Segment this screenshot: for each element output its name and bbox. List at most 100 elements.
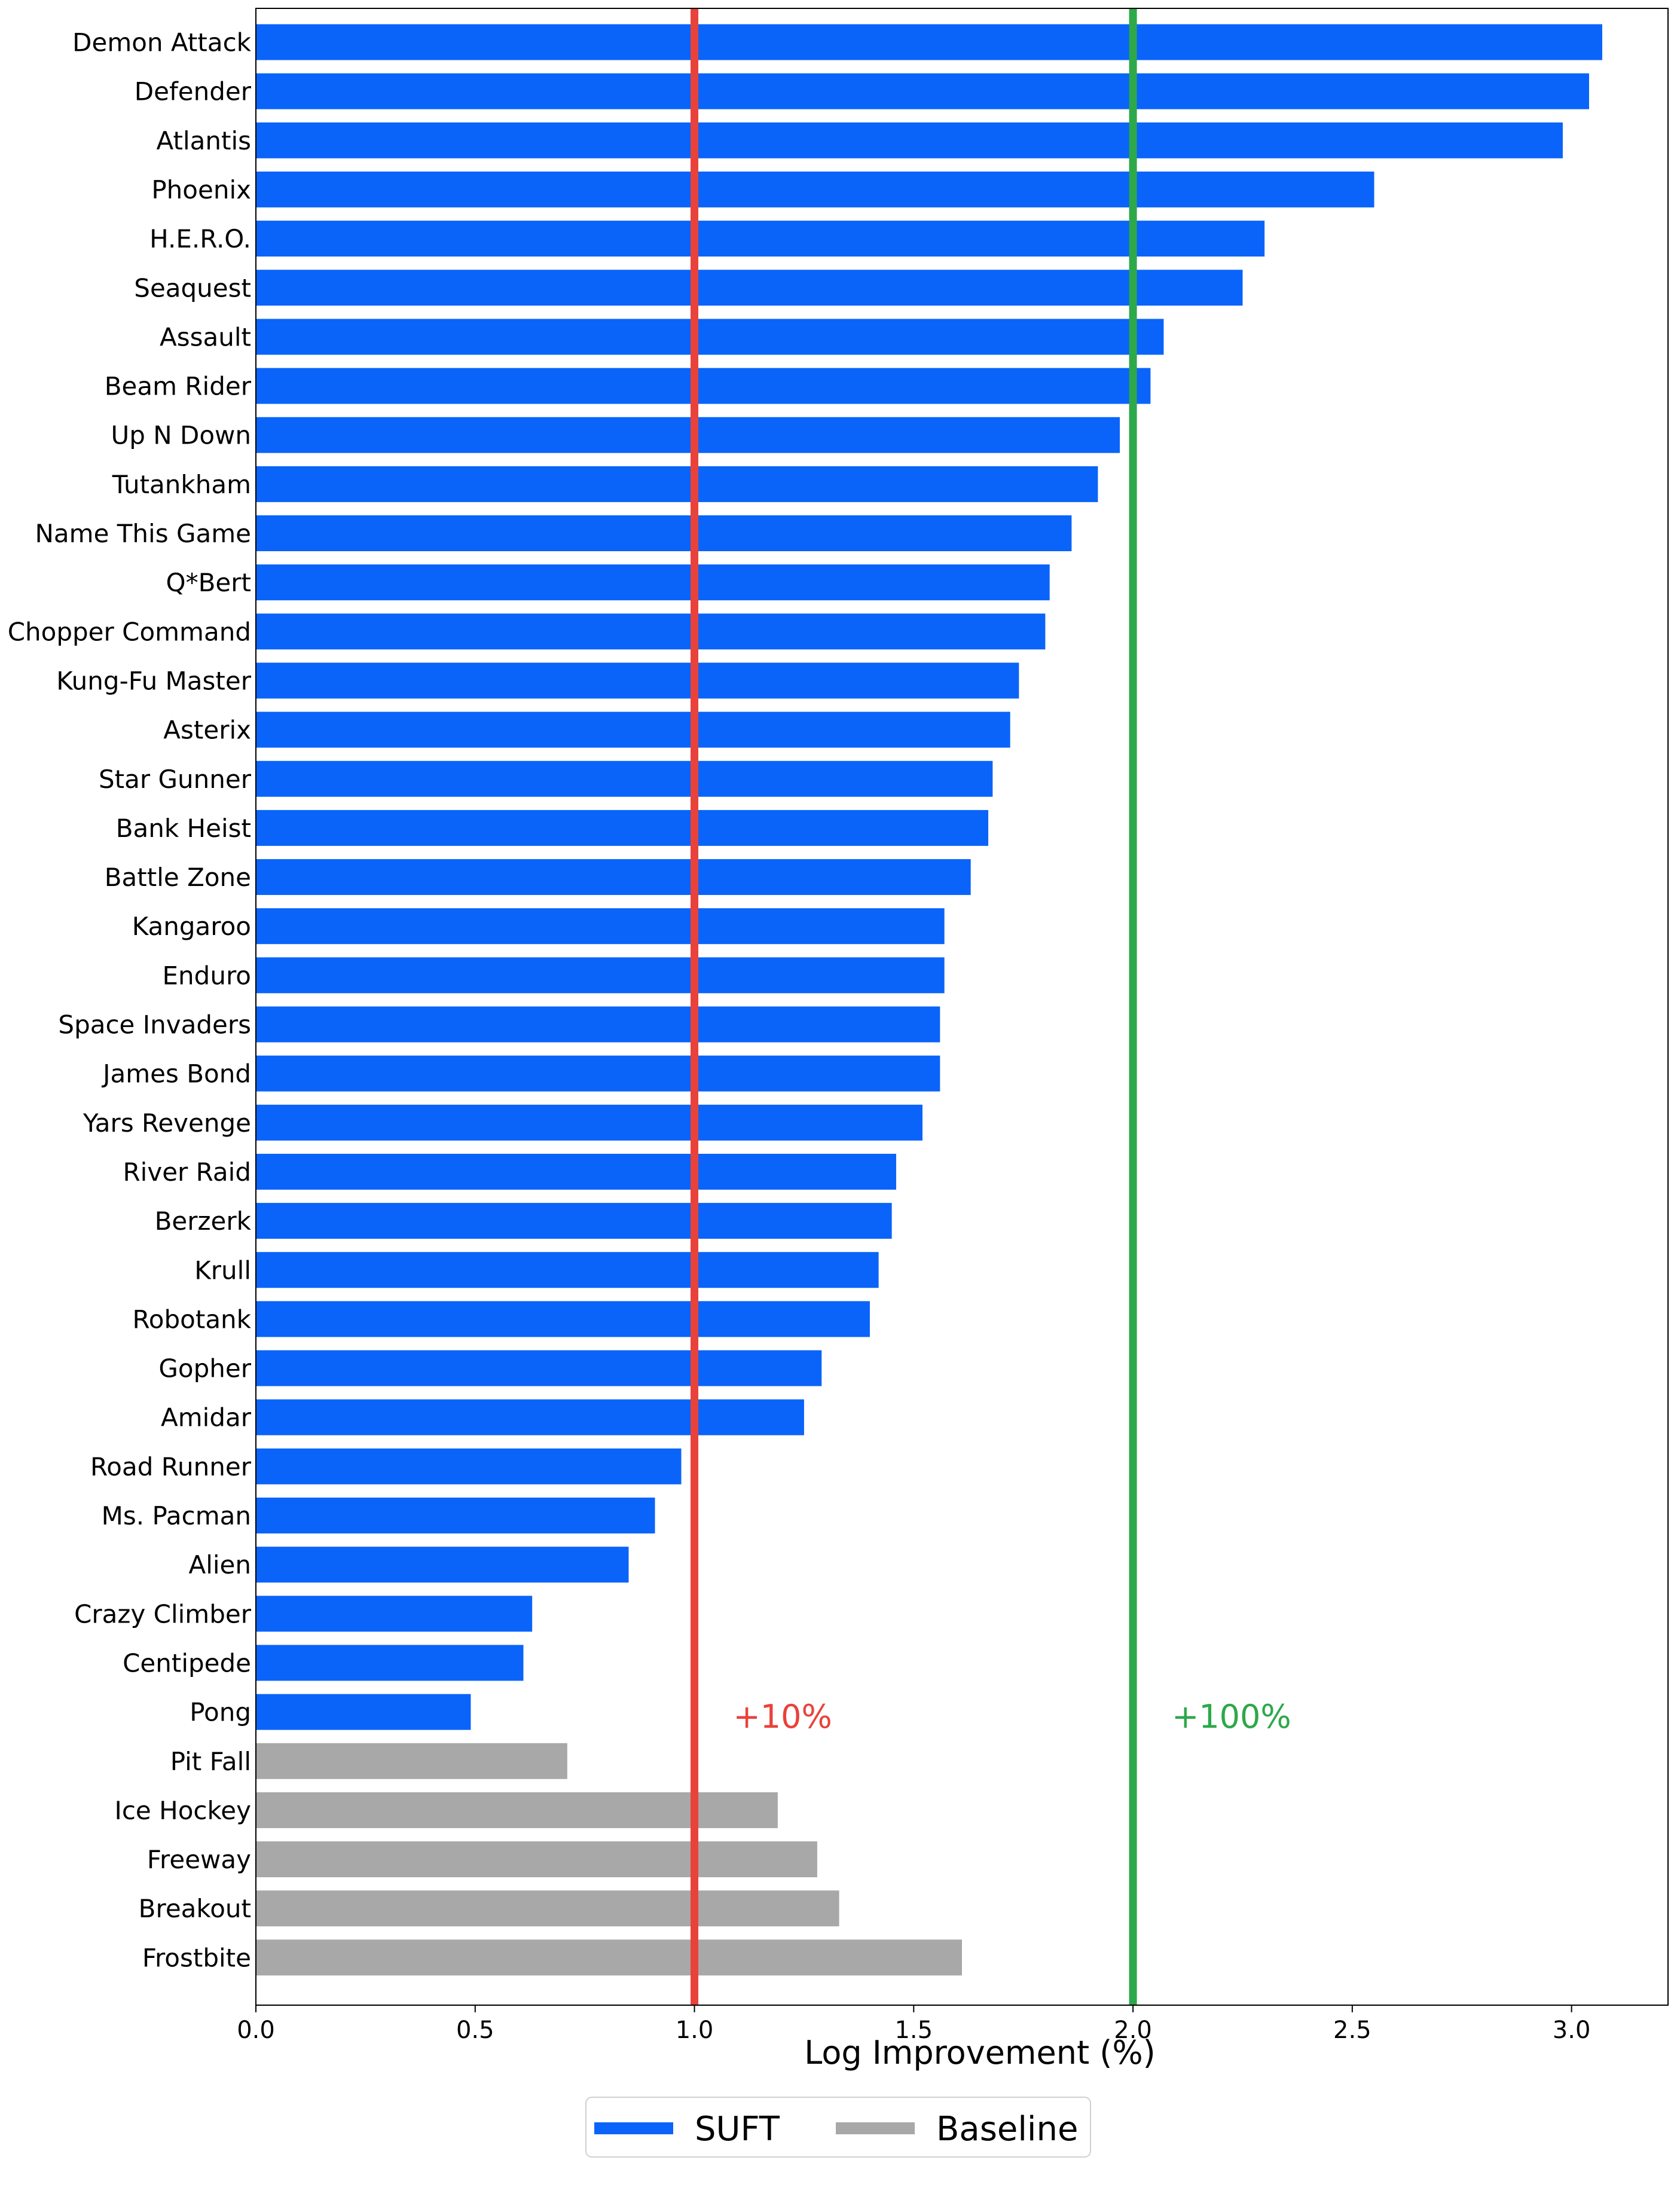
category-label-defender: Defender (135, 77, 252, 106)
bar-demon-attack (256, 24, 1602, 60)
category-label-asterix: Asterix (163, 716, 251, 745)
category-label-amidar: Amidar (161, 1403, 252, 1432)
bar-pit-fall (256, 1743, 567, 1779)
category-label-road-runner: Road Runner (90, 1452, 252, 1481)
bar-gopher (256, 1350, 822, 1386)
bar-james-bond (256, 1055, 940, 1092)
category-label-bank-heist: Bank Heist (116, 814, 251, 843)
bar-kung-fu-master (256, 662, 1019, 699)
bar-atlantis (256, 122, 1563, 158)
reference-lines-layer: +10% +100% (691, 8, 1291, 2005)
bar-asterix (256, 711, 1010, 748)
category-label-demon-attack: Demon Attack (72, 28, 252, 57)
legend-swatch-suft (594, 2122, 673, 2134)
category-label-kung-fu-master: Kung-Fu Master (56, 666, 251, 695)
x-tick-label: 2.0 (1114, 2017, 1152, 2044)
bar-berzerk (256, 1203, 892, 1239)
category-label-pit-fall: Pit Fall (170, 1747, 251, 1776)
category-label-alien: Alien (188, 1550, 251, 1579)
bar-river-raid (256, 1153, 896, 1190)
category-label-seaquest: Seaquest (134, 273, 251, 303)
legend-label-suft: SUFT (695, 2110, 780, 2149)
category-label-q-bert: Q*Bert (166, 568, 251, 597)
bar-star-gunner (256, 760, 993, 797)
category-label-ms-pacman: Ms. Pacman (102, 1501, 251, 1530)
bar-h-e-r-o (256, 221, 1265, 257)
category-label-atlantis: Atlantis (156, 126, 251, 155)
x-tick-label: 1.0 (676, 2017, 714, 2044)
bar-name-this-game (256, 515, 1072, 551)
category-label-kangaroo: Kangaroo (132, 912, 251, 941)
category-label-krull: Krull (194, 1255, 251, 1285)
x-axis-title: Log Improvement (%) (804, 2034, 1156, 2072)
bar-pong (256, 1694, 471, 1730)
bar-ms-pacman (256, 1498, 655, 1533)
bar-centipede (256, 1645, 524, 1681)
x-tick-label: 0.5 (456, 2017, 494, 2044)
reference-label-10: +10% (734, 1698, 832, 1736)
category-label-freeway: Freeway (147, 1845, 251, 1874)
legend-label-baseline: Baseline (936, 2110, 1078, 2149)
category-label-gopher: Gopher (158, 1354, 251, 1383)
legend: SUFT Baseline (585, 2097, 1091, 2158)
plot-frame (255, 8, 1669, 2006)
category-label-space-invaders: Space Invaders (58, 1010, 251, 1040)
category-label-up-n-down: Up N Down (111, 421, 251, 450)
bar-freeway (256, 1841, 817, 1878)
category-label-crazy-climber: Crazy Climber (74, 1599, 252, 1629)
bar-phoenix (256, 171, 1374, 207)
bar-seaquest (256, 270, 1243, 306)
x-tick-label: 0.0 (237, 2017, 275, 2044)
category-label-star-gunner: Star Gunner (99, 765, 252, 794)
category-label-beam-rider: Beam Rider (105, 372, 252, 401)
category-label-assault: Assault (160, 322, 251, 352)
bar-krull (256, 1252, 879, 1288)
bar-assault (256, 319, 1164, 355)
category-label-breakout: Breakout (139, 1894, 251, 1923)
category-label-h-e-r-o: H.E.R.O. (149, 224, 251, 253)
bar-battle-zone (256, 859, 971, 896)
bar-chopper-command (256, 613, 1046, 650)
bar-frostbite (256, 1939, 962, 1976)
category-labels-layer: Demon Attack Defender Atlantis Phoenix H.E.R… (8, 28, 252, 1973)
bar-breakout (256, 1890, 839, 1927)
category-label-river-raid: River Raid (123, 1157, 252, 1187)
bar-ice-hockey (256, 1792, 778, 1828)
bar-space-invaders (256, 1006, 940, 1043)
bar-kangaroo (256, 908, 945, 945)
bar-up-n-down (256, 417, 1120, 453)
category-label-ice-hockey: Ice Hockey (114, 1796, 251, 1825)
bar-alien (256, 1547, 629, 1583)
bar-crazy-climber (256, 1596, 533, 1632)
category-label-frostbite: Frostbite (142, 1943, 251, 1972)
category-label-pong: Pong (190, 1698, 251, 1727)
category-label-james-bond: James Bond (101, 1059, 251, 1089)
category-label-chopper-command: Chopper Command (8, 617, 251, 646)
bar-defender (256, 73, 1589, 109)
bar-q-bert (256, 564, 1050, 601)
category-label-battle-zone: Battle Zone (105, 863, 251, 892)
bar-road-runner (256, 1448, 682, 1484)
bar-tutankham (256, 466, 1098, 502)
bar-enduro (256, 957, 945, 994)
category-label-robotank: Robotank (133, 1304, 252, 1334)
category-label-centipede: Centipede (123, 1648, 251, 1678)
category-label-tutankham: Tutankham (112, 470, 251, 499)
x-tick-label: 1.5 (894, 2017, 933, 2044)
bar-beam-rider (256, 368, 1151, 404)
legend-swatch-baseline (836, 2122, 915, 2134)
bars-layer (256, 24, 1602, 1976)
x-tick-label: 3.0 (1553, 2017, 1591, 2044)
category-label-berzerk: Berzerk (155, 1206, 252, 1236)
reference-label-100: +100% (1172, 1698, 1291, 1736)
category-label-enduro: Enduro (163, 961, 251, 990)
x-axis: 0.0 0.5 1.0 1.5 2.0 2.5 3.0 (237, 2005, 1590, 2044)
category-label-yars-revenge: Yars Revenge (83, 1108, 251, 1138)
bar-yars-revenge (256, 1104, 922, 1141)
category-label-phoenix: Phoenix (151, 175, 251, 204)
category-label-name-this-game: Name This Game (35, 519, 251, 548)
bar-robotank (256, 1301, 870, 1337)
x-tick-label: 2.5 (1333, 2017, 1371, 2044)
bar-amidar (256, 1399, 804, 1435)
